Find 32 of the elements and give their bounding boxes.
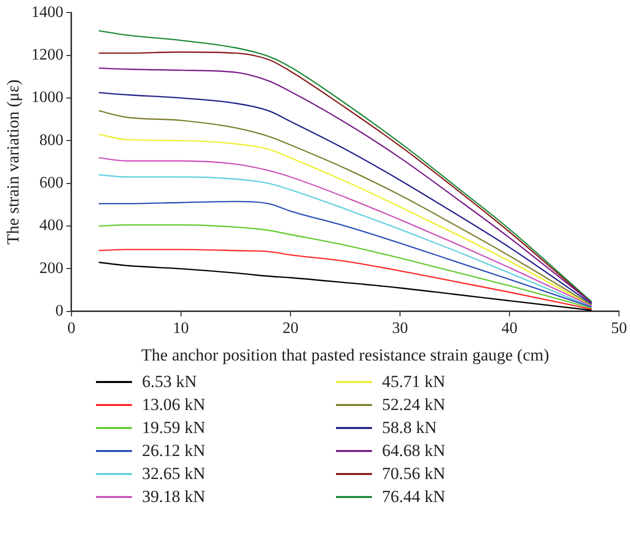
y-tick-label: 1200	[31, 46, 64, 64]
legend-label: 58.8 kN	[382, 418, 437, 438]
line-series	[98, 200, 592, 308]
legend-label: 76.44 kN	[382, 486, 446, 506]
y-tick-label: 0	[55, 302, 64, 320]
x-tick-label: 40	[501, 320, 518, 338]
line-series	[98, 262, 592, 311]
y-tick-label: 400	[39, 217, 64, 234]
legend-label: 39.18 kN	[142, 486, 206, 506]
x-axis-title: The anchor position that pasted resistance strain gauge (cm)	[141, 345, 550, 364]
x-tick-label: 50	[611, 320, 627, 338]
legend-label: 32.65 kN	[142, 464, 206, 484]
legend-label: 45.71 kN	[382, 372, 446, 392]
y-tick-label: 600	[39, 174, 64, 192]
legend-label: 19.59 kN	[142, 418, 206, 438]
x-tick-label: 30	[392, 320, 408, 338]
legend-label: 6.53 kN	[142, 372, 197, 392]
x-tick-label: 20	[282, 320, 298, 338]
legend-label: 26.12 kN	[142, 440, 206, 460]
y-tick-label: 1400	[31, 4, 64, 21]
line-series	[98, 224, 592, 309]
line-series	[98, 248, 592, 310]
legend-label: 64.68 kN	[382, 440, 446, 460]
y-axis-title: The strain variation (με)	[4, 80, 23, 244]
y-tick-label: 1000	[31, 89, 64, 106]
x-tick-label: 0	[67, 320, 76, 338]
y-tick-label: 200	[39, 260, 64, 277]
y-tick-label: 800	[39, 132, 64, 149]
legend-label: 13.06 kN	[142, 394, 206, 414]
legend-label: 52.24 kN	[382, 394, 446, 414]
x-tick-label: 10	[172, 320, 189, 338]
legend-label: 70.56 kN	[382, 464, 446, 484]
